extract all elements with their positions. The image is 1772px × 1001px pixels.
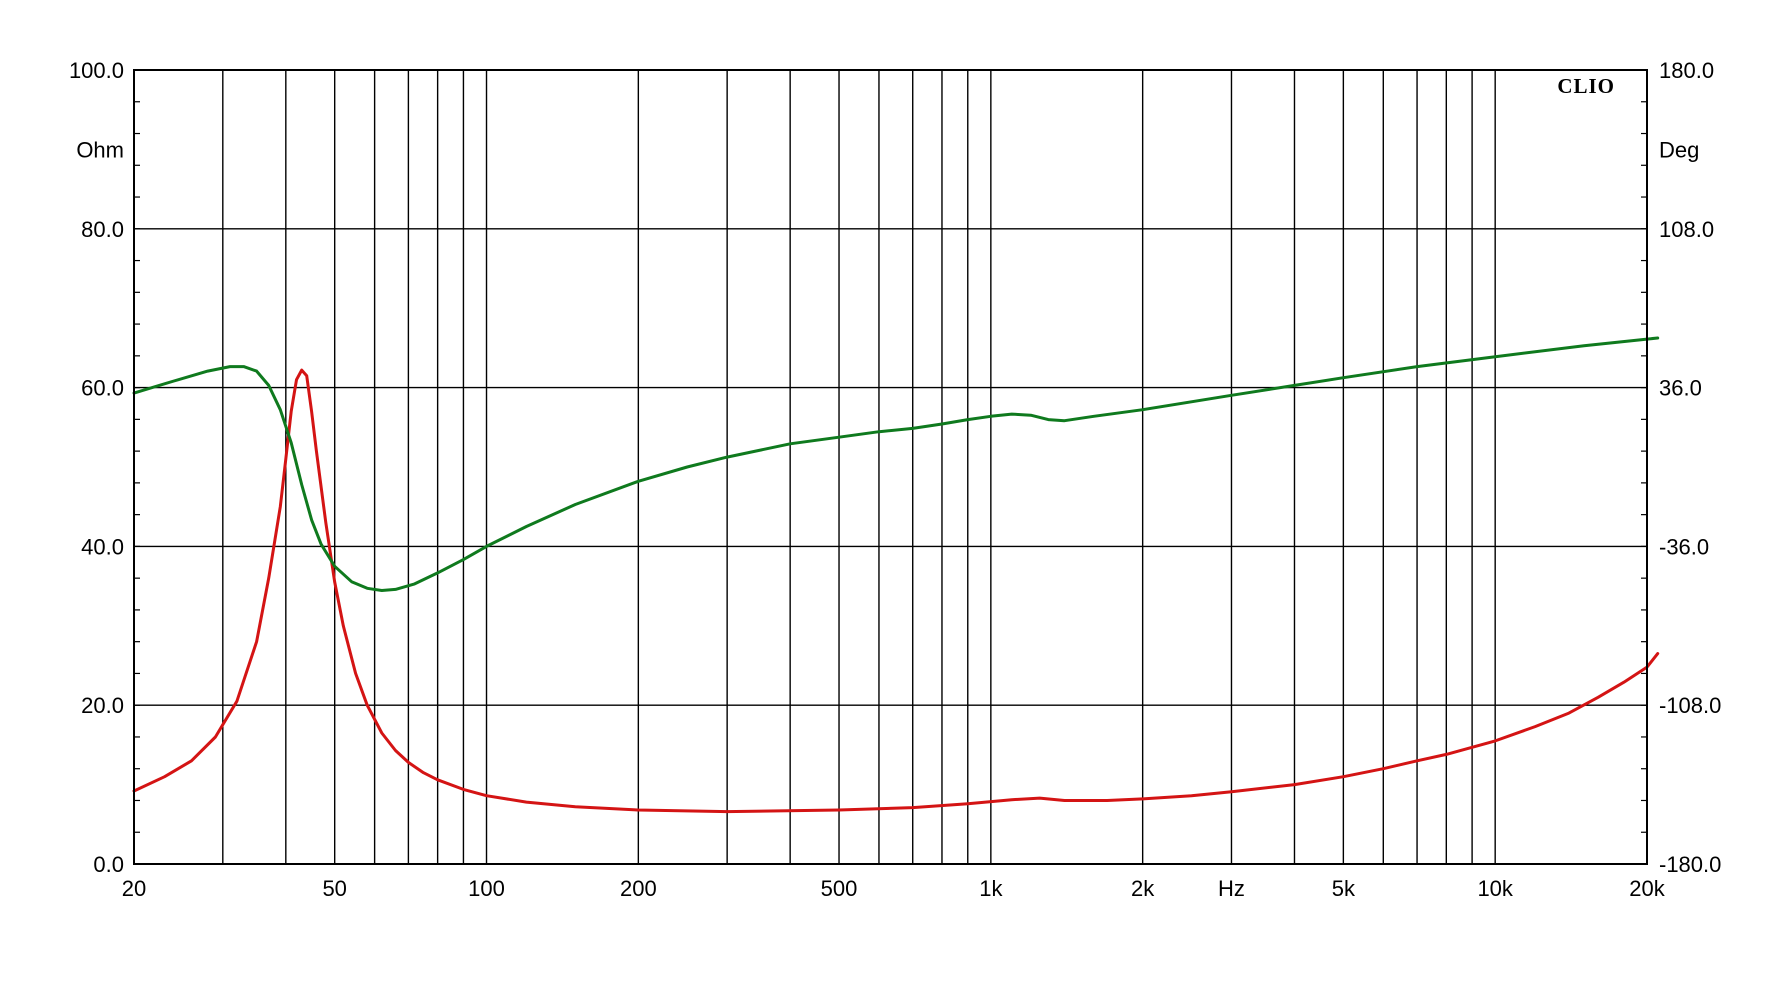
x-tick-label: 50 <box>322 876 346 901</box>
x-tick-label: 10k <box>1477 876 1513 901</box>
impedance-curve <box>132 368 1660 814</box>
clio-brand-label: CLIO <box>1557 74 1615 98</box>
y-left-tick-label: 60.0 <box>81 376 124 401</box>
y-left-tick-label: 100.0 <box>69 58 124 83</box>
x-tick-label: 5k <box>1332 876 1356 901</box>
y-right-tick-label: -36.0 <box>1659 534 1709 559</box>
x-tick-label: 100 <box>468 876 505 901</box>
y-left-unit-label: Ohm <box>76 137 124 162</box>
y-left-tick-label: 0.0 <box>93 852 124 877</box>
x-tick-label: 20k <box>1629 876 1665 901</box>
x-tick-label: 1k <box>979 876 1003 901</box>
phase-curve <box>132 336 1660 592</box>
x-tick-label: 2k <box>1131 876 1155 901</box>
y-left-tick-label: 80.0 <box>81 217 124 242</box>
y-left-tick-label: 40.0 <box>81 534 124 559</box>
y-right-unit-label: Deg <box>1659 137 1699 162</box>
y-right-tick-label: -180.0 <box>1659 852 1721 877</box>
y-left-tick-label: 20.0 <box>81 693 124 718</box>
y-right-tick-label: 36.0 <box>1659 376 1702 401</box>
y-right-tick-label: 180.0 <box>1659 58 1714 83</box>
labels: 0.0 20.0 40.0 60.0 80.0 100.0 -180.0 -108.0 -36.… <box>69 58 1721 901</box>
x-tick-label: 500 <box>821 876 858 901</box>
x-tick-label: 20 <box>122 876 146 901</box>
y-right-tick-label: -108.0 <box>1659 693 1721 718</box>
x-tick-label: 200 <box>620 876 657 901</box>
grid <box>134 70 1647 864</box>
x-unit-label: Hz <box>1218 876 1245 901</box>
series-layer <box>132 336 1660 814</box>
y-right-tick-label: 108.0 <box>1659 217 1714 242</box>
plot-frame <box>133 69 1648 865</box>
